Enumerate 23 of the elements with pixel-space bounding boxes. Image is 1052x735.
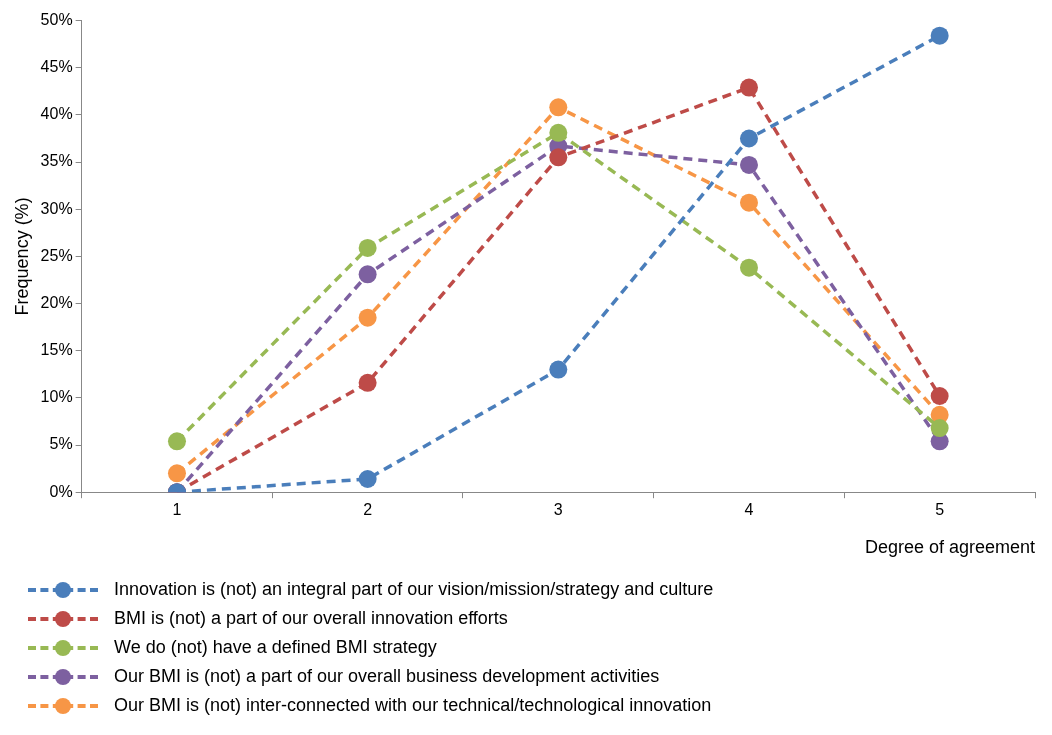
legend-label: Innovation is (not) an integral part of our vision/mission/strategy and culture <box>114 579 714 600</box>
x-tick-label: 2 <box>363 501 373 519</box>
y-tick-label: 40% <box>40 105 73 123</box>
y-tick-label: 10% <box>40 388 73 406</box>
y-axis-title: Frequency (%) <box>11 197 32 316</box>
y-tick-label: 5% <box>49 435 73 453</box>
y-tick-label: 15% <box>40 341 73 359</box>
x-tick-label: 4 <box>744 501 754 519</box>
y-tick-label: 25% <box>40 246 73 264</box>
y-tick-label: 50% <box>40 11 73 29</box>
x-axis-title: Degree of agreement <box>864 537 1035 558</box>
legend-label: We do (not) have a defined BMI strategy <box>114 637 437 658</box>
y-tick-label: 30% <box>40 199 73 217</box>
y-tick-label: 20% <box>40 293 73 311</box>
x-tick-label: 3 <box>553 501 563 519</box>
x-tick-label: 1 <box>172 501 182 519</box>
y-tick-label: 0% <box>49 482 73 500</box>
legend-label: BMI is (not) a part of our overall innovation efforts <box>114 608 508 629</box>
legend-label: Our BMI is (not) a part of our overall business development activities <box>114 666 660 687</box>
y-tick-label: 35% <box>40 152 73 170</box>
y-tick-label: 45% <box>40 58 73 76</box>
legend-label: Our BMI is (not) inter-connected with our technical/technological innovation <box>114 695 712 716</box>
x-tick-label: 5 <box>935 501 945 519</box>
